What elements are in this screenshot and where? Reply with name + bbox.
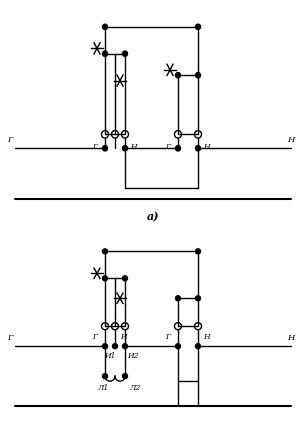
Circle shape [103,374,107,379]
Text: Г: Г [166,143,170,151]
Text: Н: Н [203,333,209,341]
Text: Н: Н [287,136,295,144]
Circle shape [196,24,200,29]
Circle shape [196,296,200,301]
Circle shape [176,296,181,301]
Circle shape [176,145,181,151]
Text: a): a) [147,211,159,222]
Circle shape [103,276,107,281]
Circle shape [176,73,181,78]
Text: Г: Г [92,333,98,341]
Circle shape [176,344,181,349]
Text: Г: Г [166,333,170,341]
Circle shape [196,145,200,151]
Circle shape [196,73,200,78]
Text: Л2: Л2 [129,384,141,392]
Circle shape [113,344,118,349]
Circle shape [196,344,200,349]
Circle shape [122,374,128,379]
Text: Г: Г [7,136,13,144]
Text: И2: И2 [127,352,139,360]
Circle shape [122,344,128,349]
Circle shape [122,145,128,151]
Circle shape [103,24,107,29]
Text: Н: Н [287,334,295,342]
Text: Н: Н [130,143,136,151]
Circle shape [196,249,200,254]
Text: Н: Н [120,333,126,341]
Text: Г: Г [7,334,13,342]
Circle shape [103,249,107,254]
Circle shape [103,145,107,151]
Circle shape [122,51,128,56]
Circle shape [122,276,128,281]
Circle shape [103,344,107,349]
Text: Л1: Л1 [97,384,109,392]
Text: Г: Г [92,143,98,151]
Text: Н: Н [203,143,209,151]
Text: И1: И1 [104,352,116,360]
Circle shape [103,51,107,56]
